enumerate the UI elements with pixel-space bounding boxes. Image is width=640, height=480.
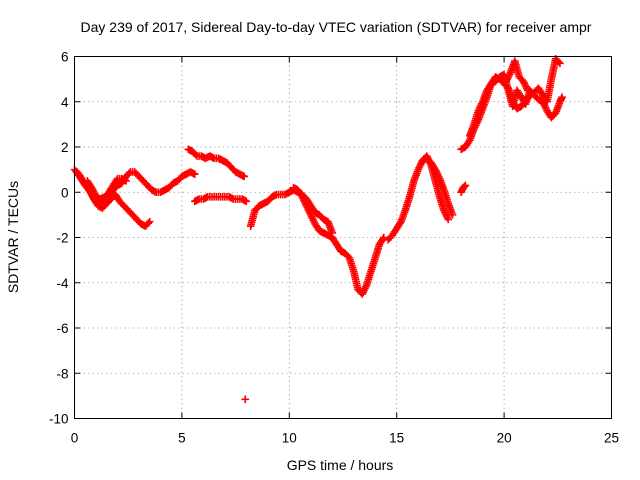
series-arc-7	[289, 183, 388, 298]
data-point	[125, 169, 133, 178]
series-arc-5	[190, 192, 251, 206]
x-tick-label: 20	[497, 431, 512, 446]
data-point	[145, 217, 154, 226]
y-tick-label: -10	[49, 412, 69, 427]
data-point	[191, 150, 200, 159]
series-arc-9	[418, 154, 457, 219]
series-arc-4	[184, 145, 248, 181]
data-points	[70, 54, 566, 404]
chart-title: Day 239 of 2017, Sidereal Day-to-day VTE…	[81, 19, 592, 35]
x-tick-label: 15	[389, 431, 404, 446]
x-tick-label: 10	[282, 431, 297, 446]
data-point	[460, 182, 469, 191]
data-point	[448, 211, 457, 219]
data-point	[556, 59, 564, 68]
x-tick-label: 0	[71, 431, 79, 446]
series-arc-13	[502, 57, 532, 95]
data-point	[558, 93, 566, 102]
y-tick-label: 4	[61, 95, 69, 110]
data-point	[240, 172, 248, 181]
data-point	[554, 57, 563, 66]
axis-ticks: 0 5 10 15 20 25 -10 -8 -6 -4 -2 0 2 4 6	[49, 50, 619, 446]
y-tick-label: -8	[56, 366, 68, 381]
data-point	[242, 197, 251, 206]
x-tick-label: 5	[178, 431, 186, 446]
x-tick-label: 25	[604, 431, 619, 446]
data-point	[461, 181, 470, 190]
plot-frame	[74, 56, 612, 419]
grid	[74, 56, 612, 419]
series-arc-12	[465, 70, 566, 140]
data-point	[523, 86, 532, 95]
data-point	[241, 395, 250, 404]
data-point	[190, 170, 199, 178]
y-tick-label: 2	[61, 140, 69, 155]
series-arc-3	[83, 168, 199, 203]
y-tick-label: 6	[61, 50, 69, 65]
y-tick-label: 0	[61, 185, 69, 200]
data-point	[144, 219, 153, 227]
y-axis-label: SDTVAR / TECUs	[5, 181, 21, 293]
data-point	[444, 215, 453, 224]
series-arc-10	[457, 181, 470, 197]
x-axis-label: GPS time / hours	[287, 457, 394, 473]
y-tick-label: -4	[56, 276, 68, 291]
y-tick-label: -2	[56, 231, 68, 246]
y-tick-label: -6	[56, 321, 68, 336]
series-arc-8	[384, 152, 453, 244]
series-outlier	[241, 395, 250, 404]
